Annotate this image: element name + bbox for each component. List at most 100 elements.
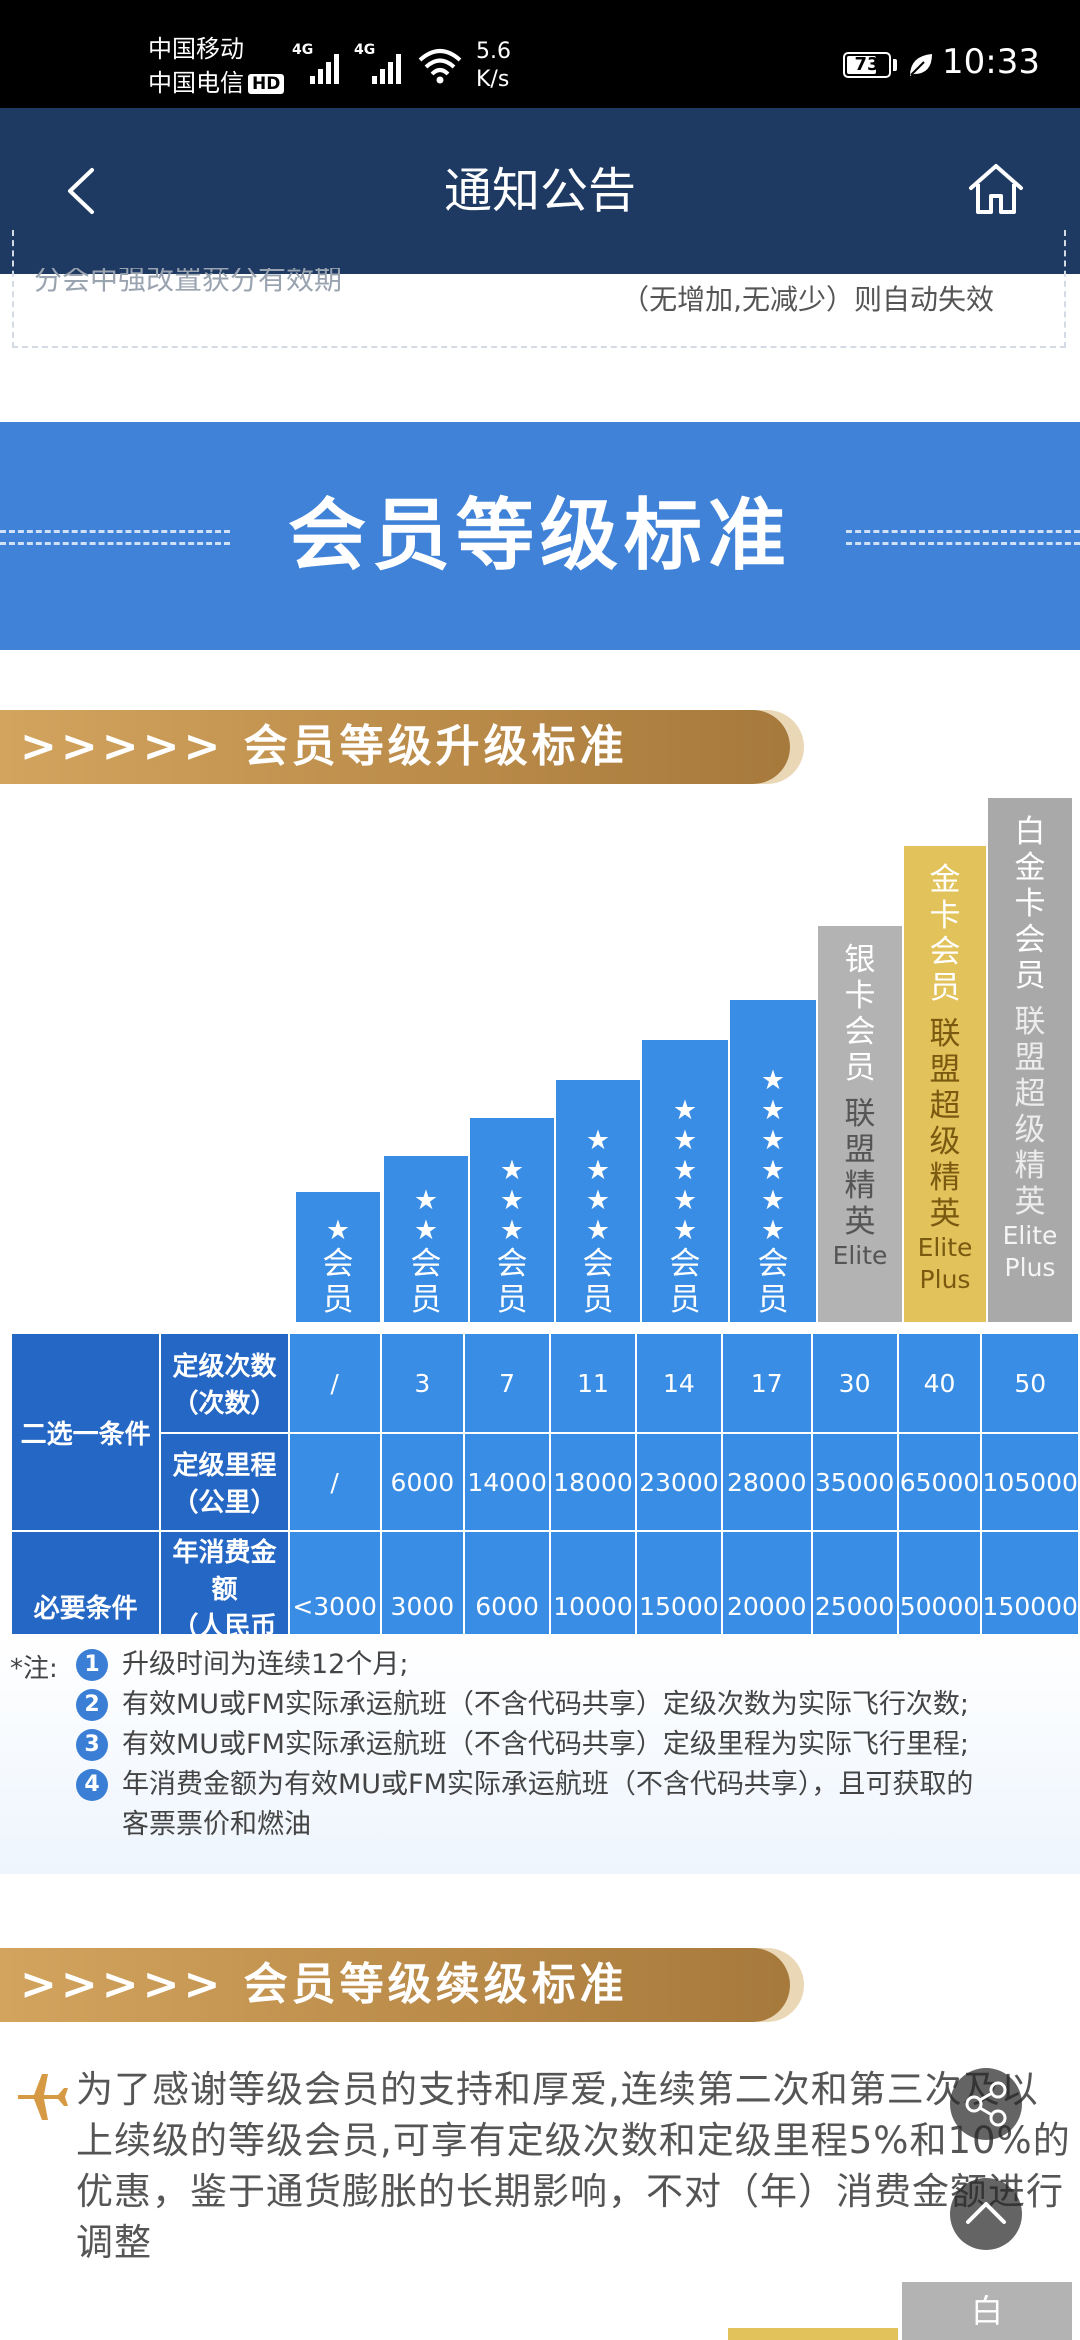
- renew-section-title: >>>>> 会员等级续级标准: [20, 1959, 628, 2010]
- level-stars: ★ ★ ★: [499, 1155, 525, 1246]
- cut-off-text: 分会中强改置获分有效期: [34, 263, 343, 296]
- criteria-row-count: 二选一条件 定级次数 （次数） / 3 7 11 14 17 30 40 50: [9, 1332, 1080, 1532]
- level-sub-label: 联盟超级精英: [929, 1016, 961, 1232]
- next-chart-gold-column: [728, 2328, 898, 2340]
- network-type-2: 4G: [354, 42, 376, 58]
- page-title: 通知公告: [443, 163, 636, 219]
- home-button[interactable]: [965, 158, 1027, 220]
- level-column: 金卡会员联盟超级精英 Elite Plus: [904, 846, 986, 1322]
- level-label: 会员: [322, 1246, 354, 1318]
- cell: 11: [549, 1332, 637, 1434]
- level-stars: ★ ★ ★ ★ ★ ★: [760, 1065, 786, 1246]
- level-label: 会员: [757, 1246, 789, 1318]
- carrier-1: 中国移动: [148, 35, 244, 63]
- cell: 14000: [463, 1432, 552, 1532]
- note-number: 4: [76, 1769, 108, 1801]
- notes-prefix: *注:: [10, 1654, 58, 1684]
- level-label: 会员: [410, 1246, 442, 1318]
- next-chart-platinum-column: 白: [902, 2282, 1072, 2340]
- battery-icon: 73: [843, 52, 891, 78]
- cell: /: [287, 1332, 382, 1434]
- note-item: 2 有效MU或FM实际承运航班（不含代码共享）定级次数为实际飞行次数;: [76, 1686, 969, 1724]
- notes-section: *注: 1 升级时间为连续12个月; 2 有效MU或FM实际承运航班（不含代码共享）…: [0, 1634, 1080, 1874]
- signal-2-icon: 4G: [354, 42, 404, 84]
- cell: 3: [379, 1332, 466, 1434]
- cell: 30: [810, 1332, 899, 1434]
- cell: 17: [720, 1332, 813, 1434]
- battery-cap: [893, 59, 897, 71]
- criteria-row-mileage: 定级里程 （公里） / 6000 14000 18000 23000 28000 …: [11, 1432, 1080, 1532]
- banner-dash-right: [846, 530, 1080, 533]
- wifi-icon: [418, 49, 462, 84]
- note-item-continued: 客票票价和燃油: [122, 1809, 311, 1840]
- power-saving-leaf-icon: [910, 54, 932, 76]
- cell: 28000: [720, 1432, 813, 1532]
- status-bar: 中国移动 中国电信 HD 4G 4G 5.6 K/s 73 10:33: [0, 0, 1080, 108]
- carrier-info: 中国移动 中国电信 HD: [148, 32, 285, 100]
- cell: 50: [980, 1332, 1080, 1434]
- level-sub-label: 联盟超级精英: [1014, 1004, 1046, 1220]
- level-label: 金卡会员: [929, 862, 961, 1006]
- cell: 18000: [549, 1432, 637, 1532]
- share-button[interactable]: [950, 2068, 1022, 2140]
- note-number: 2: [76, 1689, 108, 1721]
- network-speed: 5.6 K/s: [476, 39, 511, 92]
- airplane-icon: [18, 2074, 68, 2120]
- level-sub-label: 联盟精英: [844, 1096, 876, 1240]
- back-button[interactable]: [58, 158, 108, 224]
- level-column: ★ ★ ★ ★ ★ 会员: [642, 1040, 728, 1322]
- level-column: 银卡会员联盟精英 Elite: [818, 926, 902, 1322]
- note-item: 1 升级时间为连续12个月;: [76, 1646, 408, 1684]
- level-english-label: Elite Plus: [1002, 1221, 1058, 1282]
- banner-dash-right-2: [846, 542, 1080, 545]
- cell: 40: [896, 1332, 983, 1434]
- level-stars: ★ ★: [413, 1185, 439, 1246]
- chevron-up-icon: [966, 2202, 1006, 2224]
- cell: 35000: [810, 1432, 899, 1532]
- banner-title: 会员等级标准: [287, 491, 792, 581]
- level-stars: ★ ★ ★ ★: [585, 1125, 611, 1246]
- cell: 105000: [980, 1432, 1080, 1532]
- back-to-top-button[interactable]: [950, 2178, 1022, 2250]
- level-stars: ★ ★ ★ ★ ★: [672, 1095, 698, 1246]
- criteria-table: 二选一条件 定级次数 （次数） / 3 7 11 14 17 30 40 50 定…: [9, 1332, 1080, 1682]
- network-type-1: 4G: [292, 42, 314, 58]
- level-label: 会员: [582, 1246, 614, 1318]
- level-stars: ★: [325, 1215, 351, 1246]
- renew-description: 为了感谢等级会员的支持和厚爱,连续第二次和第三次及以上续级的等级会员,可享有定级…: [76, 2068, 1071, 2264]
- cell: 14: [634, 1332, 723, 1434]
- level-column: 白金卡会员联盟超级精英 Elite Plus: [988, 798, 1072, 1322]
- level-label: 会员: [496, 1246, 528, 1318]
- banner-dash-left: [0, 530, 230, 533]
- row-label-count: 定级次数 （次数）: [159, 1332, 290, 1434]
- clock: 10:33: [942, 42, 1040, 82]
- note-item: 3 有效MU或FM实际承运航班（不含代码共享）定级里程为实际飞行里程;: [76, 1726, 969, 1764]
- level-column: ★ ★ 会员: [384, 1156, 468, 1322]
- navbar: 通知公告: [0, 108, 1080, 274]
- level-label: 会员: [669, 1246, 701, 1318]
- level-label: 白金卡会员: [1014, 814, 1046, 994]
- share-icon: [965, 2081, 1007, 2127]
- carrier-2: 中国电信: [148, 69, 244, 97]
- level-label: 银卡会员: [844, 942, 876, 1086]
- auto-expire-text: （无增加,无减少）则自动失效: [621, 283, 994, 316]
- member-level-banner: 会员等级标准: [0, 422, 1080, 650]
- note-number: 1: [76, 1649, 108, 1681]
- cell: 23000: [634, 1432, 723, 1532]
- level-english-label: Elite Plus: [917, 1233, 973, 1294]
- level-column: ★ ★ ★ ★ 会员: [556, 1080, 640, 1322]
- cell: 6000: [379, 1432, 466, 1532]
- upgrade-section-header: >>>>> 会员等级升级标准: [0, 710, 790, 784]
- cell: 65000: [896, 1432, 983, 1532]
- signal-1-icon: 4G: [292, 42, 342, 84]
- row-label-mileage: 定级里程 （公里）: [159, 1432, 290, 1532]
- note-number: 3: [76, 1729, 108, 1761]
- previous-section-card: [12, 230, 1066, 348]
- level-column: ★ 会员: [296, 1192, 380, 1322]
- banner-dash-left-2: [0, 542, 230, 545]
- level-column: ★ ★ ★ 会员: [470, 1118, 554, 1322]
- level-column: ★ ★ ★ ★ ★ ★ 会员: [730, 1000, 816, 1322]
- renew-section-header: >>>>> 会员等级续级标准: [0, 1948, 790, 2022]
- battery-level: 73: [854, 54, 880, 75]
- cell: 7: [463, 1332, 552, 1434]
